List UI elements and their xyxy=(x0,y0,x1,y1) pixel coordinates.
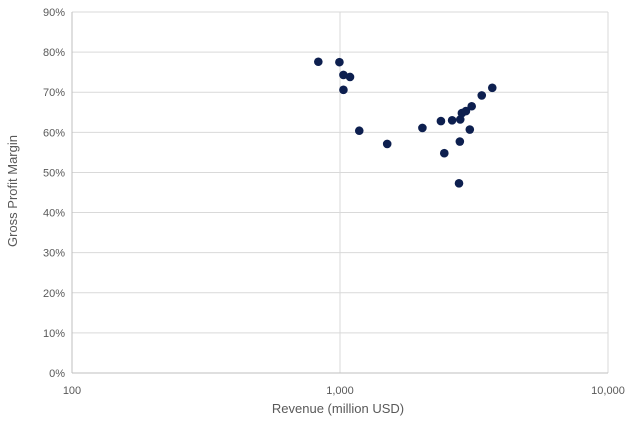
axes xyxy=(71,12,608,374)
y-tick-label: 40% xyxy=(43,208,65,220)
x-tick-label: 100 xyxy=(63,385,81,397)
x-tick-label: 1,000 xyxy=(326,385,354,397)
data-point xyxy=(465,125,475,134)
y-tick-label: 0% xyxy=(49,368,65,380)
data-point xyxy=(467,101,476,111)
gridlines xyxy=(72,11,609,373)
data-point xyxy=(436,116,446,126)
data-point xyxy=(354,126,364,136)
data-point xyxy=(454,178,464,188)
data-point xyxy=(339,85,348,95)
data-point xyxy=(335,57,344,67)
data-point xyxy=(345,72,355,82)
y-tick-label: 20% xyxy=(43,288,65,300)
data-point xyxy=(314,57,323,67)
x-axis-title: Revenue (million USD) xyxy=(272,401,404,416)
data-point xyxy=(382,139,392,149)
data-point xyxy=(447,116,457,125)
y-tick-label: 30% xyxy=(43,248,65,260)
tick-labels: 0% 10% 20% 30% 40% 50% 60% 70% 80% 90% 100 1,000 10,… xyxy=(43,7,625,397)
data-point xyxy=(461,106,471,116)
data-point xyxy=(487,83,497,93)
data-point xyxy=(418,123,427,133)
data-point xyxy=(455,137,465,146)
data-points xyxy=(314,57,497,188)
y-tick-label: 50% xyxy=(43,167,65,179)
y-axis-title: Gross Profit Margin xyxy=(5,135,20,247)
y-tick-label: 10% xyxy=(43,328,65,340)
x-tick-label: 10,000 xyxy=(591,385,625,397)
data-point xyxy=(477,91,487,100)
y-tick-label: 70% xyxy=(43,87,65,99)
y-tick-label: 60% xyxy=(43,127,65,139)
data-point xyxy=(439,148,449,158)
y-tick-label: 90% xyxy=(43,7,65,19)
y-tick-label: 80% xyxy=(43,47,65,59)
data-point xyxy=(339,70,348,80)
